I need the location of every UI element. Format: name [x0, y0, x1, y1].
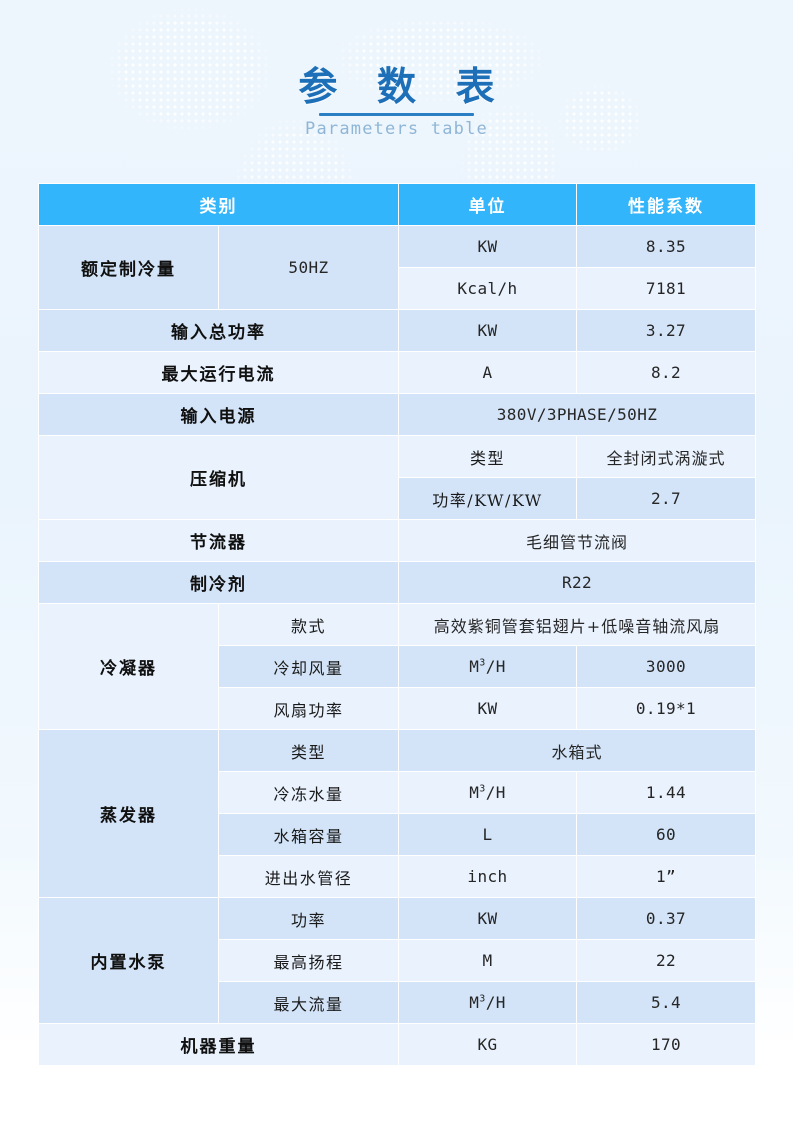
cell-sub-tank-capacity: 水箱容量	[218, 813, 399, 856]
page-title-block: 参 数 表 Parameters table	[0, 64, 793, 140]
cell-value-327: 3.27	[576, 309, 756, 352]
table-row: Kcal/h 7181	[39, 267, 756, 310]
cell-sub-max-flow: 最大流量	[218, 981, 399, 1024]
cell-unit-m3h: M3/H	[398, 645, 577, 688]
cell-unit-inch: inch	[398, 855, 577, 898]
cell-value-170: 170	[576, 1023, 756, 1066]
unit-cube-exponent: 3	[479, 993, 486, 1005]
row-group-condenser: 冷凝器	[38, 603, 219, 730]
cell-sub-type: 类型	[218, 729, 399, 772]
cell-sub-fan-power: 风扇功率	[218, 687, 399, 730]
cell-value-power-supply: 380V/3PHASE/50HZ	[398, 393, 756, 436]
table-row: 额定制冷量 50HZ KW 8.35	[38, 225, 756, 310]
cell-value-22: 22	[576, 939, 756, 982]
cell-value-60: 60	[576, 813, 756, 856]
table-row: 冷冻水量 M3/H 1.44	[39, 771, 756, 814]
unit-cube-exponent: 3	[479, 783, 486, 795]
table-row: 最大运行电流 A 8.2	[38, 351, 756, 394]
column-header-category: 类别	[38, 183, 399, 226]
row-sub-50hz: 50HZ	[218, 225, 399, 310]
row-group-rated-cooling-capacity: 额定制冷量	[38, 225, 219, 310]
cell-value-compressor-type: 全封闭式涡漩式	[576, 435, 756, 478]
row-group-evaporator: 蒸发器	[38, 729, 219, 898]
unit-m: M	[469, 783, 480, 802]
cell-unit-kcalh: Kcal/h	[398, 267, 577, 310]
cell-sub-power: 功率	[218, 897, 399, 940]
table-row: 风扇功率 KW 0.19*1	[39, 687, 756, 730]
cell-value-54: 5.4	[576, 981, 756, 1024]
title-underline	[319, 113, 474, 116]
row-group-input-power-supply: 输入电源	[38, 393, 399, 436]
cell-value-037: 0.37	[576, 897, 756, 940]
table-row: 输入电源 380V/3PHASE/50HZ	[38, 393, 756, 436]
table-row: 最高扬程 M 22	[39, 939, 756, 982]
cell-sub-cooling-air-volume: 冷却风量	[218, 645, 399, 688]
table-row: 内置水泵 功率 KW 0.37	[38, 897, 756, 1024]
cell-value-capillary-throttle-valve: 毛细管节流阀	[398, 519, 756, 562]
table-row: 最大流量 M3/H 5.4	[39, 981, 756, 1024]
cell-value-144: 1.44	[576, 771, 756, 814]
cell-value-condenser-style: 高效紫铜管套铝翅片+低噪音轴流风扇	[398, 603, 756, 646]
cell-sub-chilled-water-volume: 冷冻水量	[218, 771, 399, 814]
column-header-coefficient: 性能系数	[576, 183, 756, 226]
cell-unit-m3h: M3/H	[398, 981, 577, 1024]
cell-value-water-tank-type: 水箱式	[398, 729, 756, 772]
table-row: 节流器 毛细管节流阀	[38, 519, 756, 562]
unit-cube-exponent: 3	[479, 657, 486, 669]
row-group-machine-weight: 机器重量	[38, 1023, 399, 1066]
table-header-row: 类别 单位 性能系数	[38, 183, 756, 226]
unit-m: M	[469, 657, 480, 676]
cell-unit-kw: KW	[398, 897, 577, 940]
row-group-compressor: 压缩机	[38, 435, 399, 520]
cell-unit-a: A	[398, 351, 577, 394]
cell-value-27: 2.7	[576, 477, 756, 520]
table-row: 冷却风量 M3/H 3000	[39, 645, 756, 688]
table-row: 输入总功率 KW 3.27	[38, 309, 756, 352]
unit-per-hour: /H	[485, 657, 506, 676]
cell-unit-type: 类型	[398, 435, 577, 478]
table-row: 功率/KW/KW 2.7	[39, 477, 756, 520]
cell-value-019x1: 0.19*1	[576, 687, 756, 730]
unit-per-hour: /H	[485, 993, 506, 1012]
cell-unit-kw: KW	[398, 225, 577, 268]
cell-value-7181: 7181	[576, 267, 756, 310]
cell-unit-kg: KG	[398, 1023, 577, 1066]
cell-unit-kw: KW	[398, 309, 577, 352]
cell-sub-style: 款式	[218, 603, 399, 646]
cell-unit-m3h: M3/H	[398, 771, 577, 814]
unit-m: M	[469, 993, 480, 1012]
table-row: 冷凝器 款式 高效紫铜管套铝翅片+低噪音轴流风扇	[38, 603, 756, 730]
cell-value-3000: 3000	[576, 645, 756, 688]
row-group-built-in-pump: 内置水泵	[38, 897, 219, 1024]
table-row: 水箱容量 L 60	[39, 813, 756, 856]
row-group-throttle: 节流器	[38, 519, 399, 562]
table-row: 制冷剂 R22	[38, 561, 756, 604]
parameters-table: 类别 单位 性能系数 额定制冷量 50HZ KW 8.35 Kcal/h 718…	[38, 183, 756, 1066]
page-title: 参 数 表	[298, 64, 508, 110]
cell-value-835: 8.35	[576, 225, 756, 268]
row-group-max-running-current: 最大运行电流	[38, 351, 399, 394]
row-group-total-input-power: 输入总功率	[38, 309, 399, 352]
row-group-refrigerant: 制冷剂	[38, 561, 399, 604]
page-subtitle: Parameters table	[305, 119, 488, 139]
cell-sub-max-head: 最高扬程	[218, 939, 399, 982]
cell-sub-inlet-outlet-pipe-diameter: 进出水管径	[218, 855, 399, 898]
cell-value-82: 8.2	[576, 351, 756, 394]
table-row: 机器重量 KG 170	[38, 1023, 756, 1066]
cell-unit-m: M	[398, 939, 577, 982]
cell-unit-power-kw-kw: 功率/KW/KW	[398, 477, 577, 520]
cell-unit-l: L	[398, 813, 577, 856]
cell-value-r22: R22	[398, 561, 756, 604]
unit-per-hour: /H	[485, 783, 506, 802]
column-header-unit: 单位	[398, 183, 577, 226]
cell-unit-kw: KW	[398, 687, 577, 730]
table-row: 蒸发器 类型 水箱式	[38, 729, 756, 898]
cell-value-1-inch: 1”	[576, 855, 756, 898]
table-row: 压缩机 类型 全封闭式涡漩式	[38, 435, 756, 520]
table-row: 进出水管径 inch 1”	[39, 855, 756, 898]
